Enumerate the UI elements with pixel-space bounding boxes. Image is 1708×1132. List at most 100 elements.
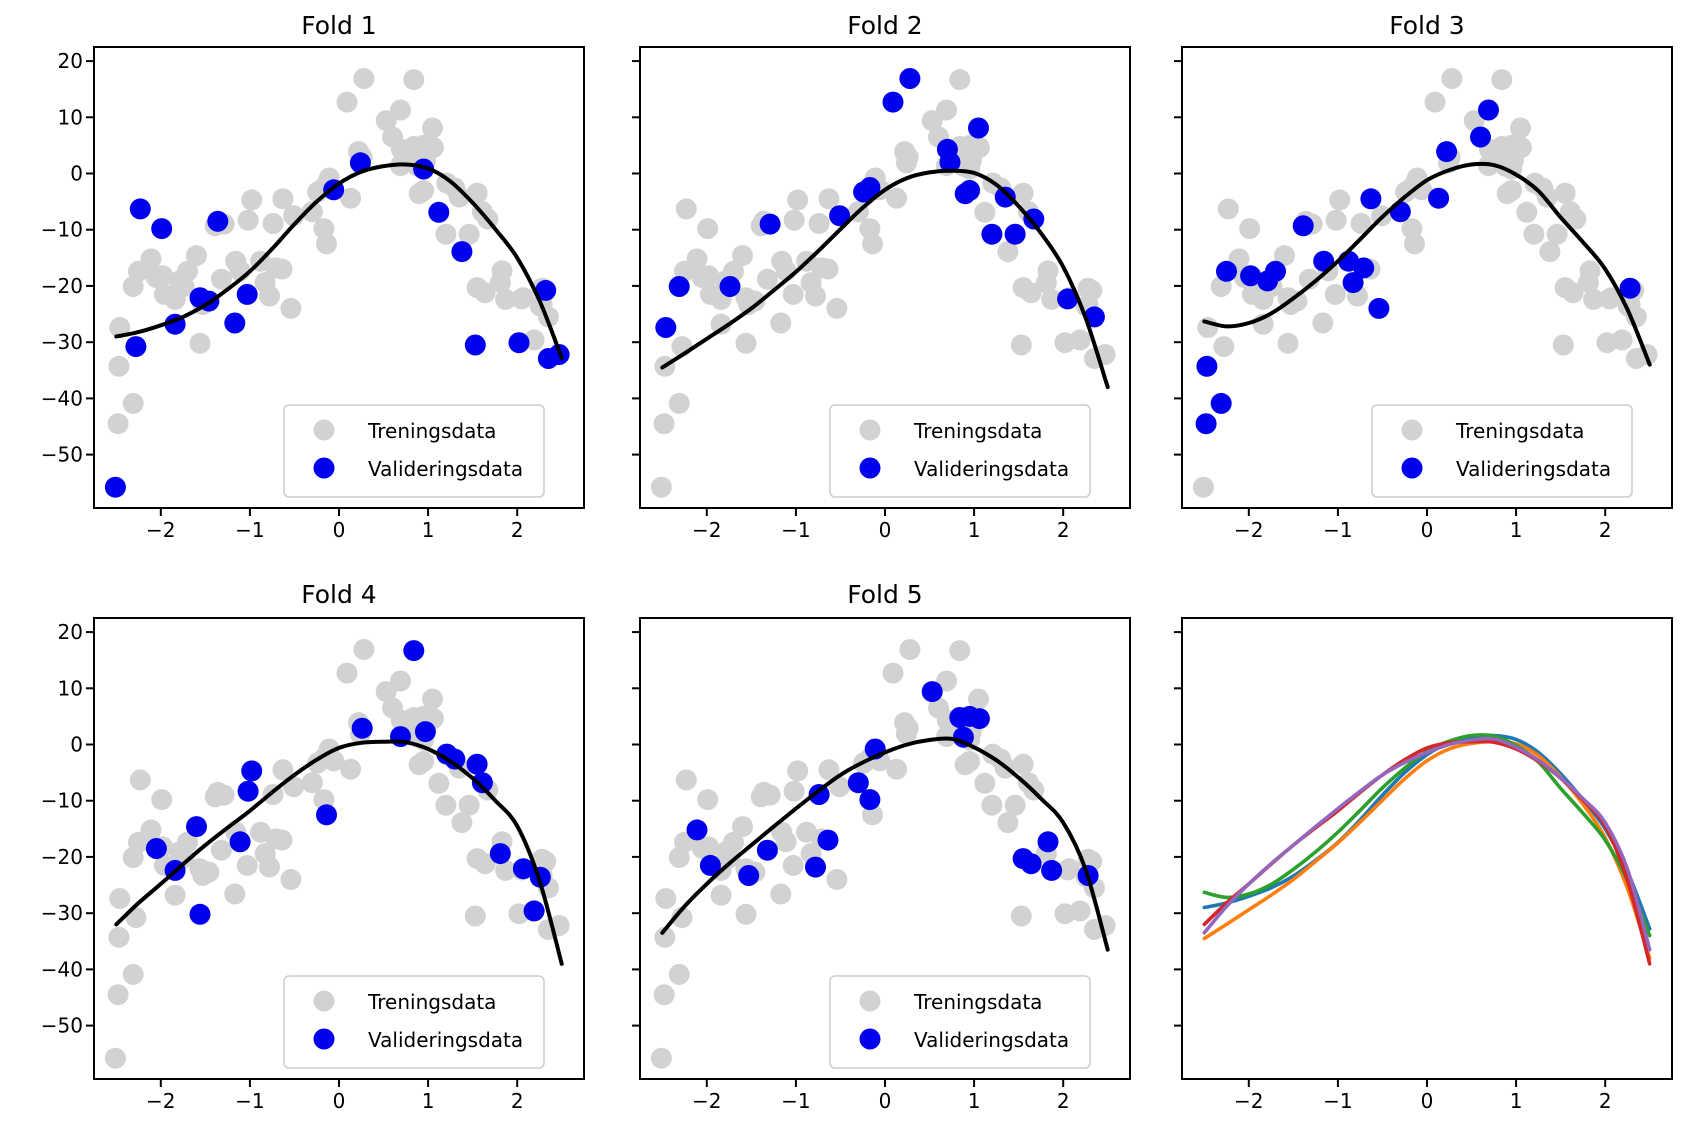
- validation-point: [229, 831, 251, 853]
- training-point: [1510, 137, 1532, 159]
- training-point: [109, 888, 131, 909]
- training-point: [787, 760, 809, 782]
- training-point: [210, 268, 232, 290]
- y-tick-label: 10: [58, 105, 83, 129]
- training-point: [653, 984, 675, 1006]
- subplot-curve-overlay: −2 −1 0 1 2: [1174, 617, 1673, 1113]
- validation-point: [444, 748, 466, 770]
- validation-point: [1196, 355, 1218, 377]
- training-point: [654, 926, 676, 948]
- training-point: [710, 884, 732, 906]
- training-point: [271, 258, 293, 280]
- training-point: [974, 201, 996, 223]
- training-point: [808, 213, 830, 234]
- y-tick-label: −30: [41, 901, 83, 925]
- training-point: [403, 69, 425, 91]
- validation-point: [186, 816, 207, 838]
- legend-training-marker: [313, 990, 335, 1012]
- training-point: [336, 662, 358, 684]
- training-point: [723, 831, 744, 853]
- training-point: [699, 283, 721, 305]
- validation-point: [237, 780, 259, 802]
- validation-point: [686, 819, 708, 841]
- validation-point: [207, 210, 229, 232]
- training-point: [428, 772, 450, 794]
- validation-point: [817, 829, 839, 851]
- legend-box: [829, 975, 1091, 1069]
- training-point: [1501, 179, 1523, 201]
- training-point: [107, 984, 129, 1006]
- x-tick-label: −1: [1323, 1089, 1352, 1113]
- validation-point: [1478, 99, 1499, 121]
- x-tick-label: 2: [1599, 1089, 1612, 1113]
- y-tick-label: 20: [58, 620, 83, 644]
- training-point: [280, 868, 302, 890]
- training-point: [236, 854, 258, 876]
- training-point: [818, 188, 840, 210]
- subplot-title: Fold 2: [847, 11, 922, 40]
- subplot-title: Fold 3: [1389, 11, 1464, 40]
- validation-point: [1037, 831, 1059, 853]
- training-point: [451, 812, 473, 834]
- legend-validation-marker: [313, 1028, 335, 1050]
- x-tick-label: −2: [146, 1089, 175, 1113]
- legend-validation-marker: [859, 1028, 881, 1050]
- validation-point: [1368, 297, 1390, 319]
- x-tick-label: 2: [1057, 518, 1070, 542]
- validation-point: [668, 276, 690, 297]
- validation-point: [921, 681, 943, 703]
- training-point: [474, 853, 496, 875]
- validation-point: [508, 332, 530, 354]
- x-tick-label: 1: [968, 518, 981, 542]
- training-point: [1554, 182, 1576, 204]
- training-point: [1298, 268, 1320, 290]
- validation-point: [655, 317, 677, 338]
- training-point: [413, 750, 435, 772]
- training-point: [1010, 905, 1032, 927]
- validation-point: [939, 151, 961, 173]
- training-point: [474, 282, 496, 304]
- validation-point: [151, 218, 173, 240]
- legend-training-label: Treningsdata: [367, 419, 496, 443]
- training-point: [936, 670, 957, 692]
- training-point: [1012, 182, 1034, 204]
- training-point: [375, 110, 397, 132]
- training-point: [382, 126, 403, 148]
- x-tick-label: −1: [781, 1089, 810, 1113]
- x-tick-label: 0: [333, 518, 346, 542]
- training-point: [122, 392, 144, 414]
- training-point: [899, 639, 921, 660]
- training-point: [650, 1047, 672, 1069]
- training-point: [375, 681, 397, 703]
- validation-point: [1265, 260, 1286, 282]
- training-point: [1312, 312, 1334, 334]
- training-point: [968, 137, 990, 159]
- training-point: [735, 332, 757, 354]
- legend-validation-label: Valideringsdata: [1456, 457, 1611, 481]
- training-point: [928, 697, 949, 719]
- legend: Treningsdata Valideringsdata: [1371, 404, 1633, 498]
- training-point: [859, 218, 881, 240]
- training-point: [280, 297, 302, 319]
- training-point: [313, 218, 335, 240]
- training-point: [1280, 294, 1302, 315]
- training-point: [495, 859, 517, 881]
- legend-box: [829, 404, 1091, 498]
- training-point: [192, 865, 214, 886]
- validation-point: [1389, 201, 1411, 223]
- training-point: [775, 831, 797, 853]
- subplot-title: Fold 5: [847, 580, 922, 609]
- validation-point: [512, 858, 534, 880]
- training-point: [1277, 332, 1299, 354]
- training-point: [997, 241, 1019, 263]
- training-point: [668, 392, 690, 414]
- training-point: [104, 1047, 126, 1069]
- validation-point: [535, 279, 557, 301]
- training-point: [1020, 282, 1042, 304]
- validation-point: [808, 784, 830, 805]
- training-point: [691, 838, 713, 859]
- validation-point: [1360, 188, 1382, 210]
- validation-point: [699, 854, 721, 876]
